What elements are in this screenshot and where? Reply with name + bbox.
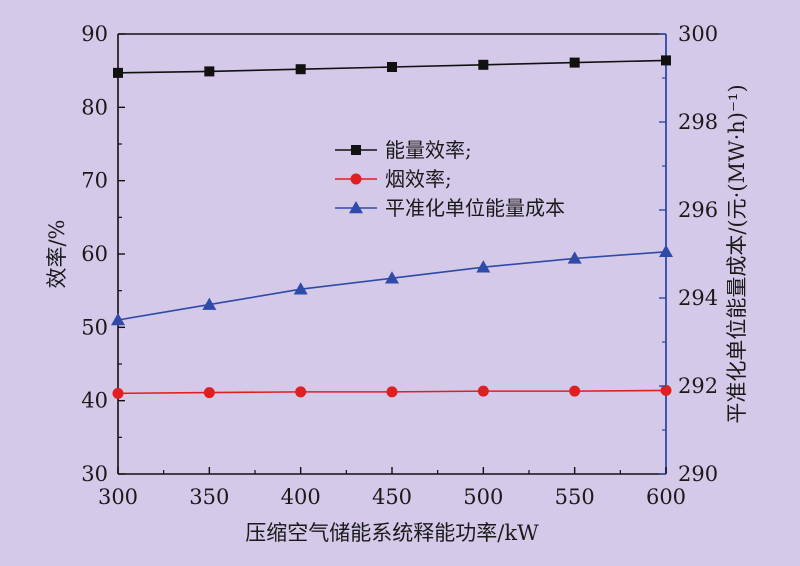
y2-tick-label: 290 (678, 462, 718, 486)
data-point-2 (386, 386, 398, 398)
data-point-2 (569, 385, 581, 397)
data-point-1 (113, 67, 123, 78)
series-layer (111, 55, 673, 399)
x-tick-label: 400 (281, 485, 321, 509)
plot-frame (117, 33, 667, 475)
legend-marker (349, 201, 363, 214)
data-point-1 (204, 66, 215, 77)
y2-axis-title: 平准化单位能量成本/(元·(MW·h)⁻¹) (725, 84, 749, 423)
data-point-3 (111, 313, 125, 326)
y2-tick-label: 298 (678, 110, 718, 134)
data-point-1 (478, 59, 489, 70)
data-point-2 (295, 386, 307, 398)
ticks-layer: 300 350 400 450 500 550 600 30 40 50 60 70 80 90 290 29… (81, 22, 718, 509)
y-tick-label: 40 (81, 389, 108, 413)
data-point-2 (660, 384, 672, 396)
data-point-3 (293, 282, 308, 295)
data-point-3 (567, 251, 582, 264)
data-point-1 (295, 64, 306, 75)
data-point-3 (476, 260, 491, 273)
y-tick-label: 60 (81, 242, 108, 266)
data-point-1 (387, 62, 397, 72)
y2-tick-label: 294 (678, 286, 718, 310)
legend-marker (351, 145, 361, 155)
y-tick-label: 70 (81, 169, 108, 193)
data-point-2 (203, 387, 215, 399)
y2-tick-label: 292 (678, 374, 718, 398)
x-tick-label: 450 (372, 485, 412, 509)
legend-label: 烟效率; (385, 167, 452, 191)
series-line-3 (117, 251, 667, 321)
y-tick-label: 80 (81, 95, 108, 119)
legend-label: 平准化单位能量成本 (385, 196, 565, 220)
x-axis-title: 压缩空气储能系统释能功率/kW (245, 521, 539, 545)
y2-tick-label: 300 (678, 22, 718, 46)
data-point-2 (477, 385, 489, 397)
x-tick-label: 350 (189, 485, 229, 509)
x-tick-label: 500 (463, 485, 503, 509)
legend-label: 能量效率; (385, 138, 472, 162)
x-tick-label: 300 (98, 485, 138, 509)
y2-tick-label: 296 (678, 198, 718, 222)
legend: 能量效率; 烟效率; 平准化单位能量成本 (335, 138, 565, 220)
y-tick-label: 30 (81, 462, 108, 486)
data-point-2 (112, 387, 124, 399)
data-point-3 (659, 244, 673, 258)
data-point-3 (385, 271, 399, 284)
y-tick-label: 90 (81, 22, 108, 46)
data-point-1 (661, 55, 671, 66)
y-tick-label: 50 (81, 315, 108, 339)
data-point-1 (569, 57, 580, 68)
y-axis-title: 效率/% (45, 219, 69, 288)
x-tick-label: 600 (646, 485, 686, 509)
legend-marker (350, 173, 362, 185)
data-point-3 (202, 297, 217, 310)
x-tick-label: 550 (555, 485, 595, 509)
